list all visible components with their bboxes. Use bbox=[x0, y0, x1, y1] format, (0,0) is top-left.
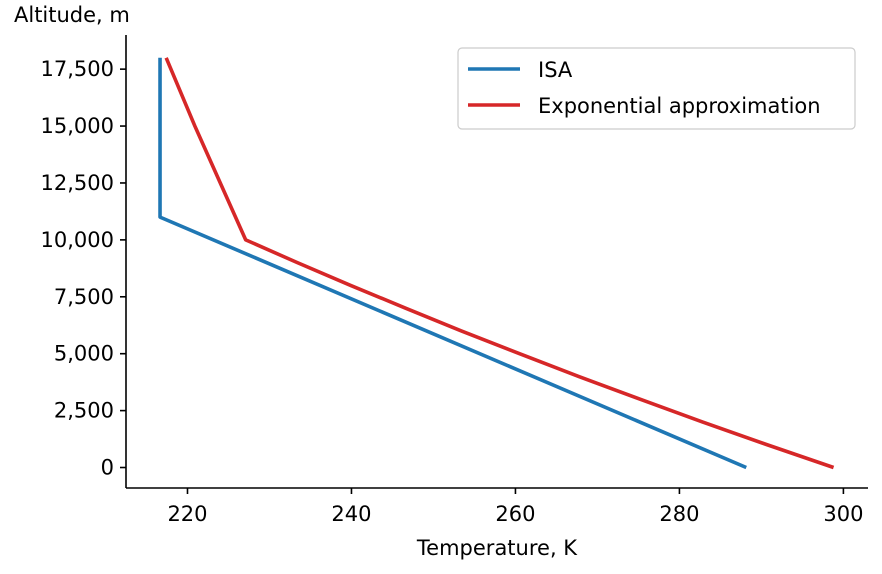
x-tick-label: 240 bbox=[331, 502, 371, 526]
y-tick-label: 0 bbox=[101, 456, 114, 480]
legend: ISA Exponential approximation bbox=[457, 47, 856, 130]
y-tick-label: 17,500 bbox=[41, 57, 114, 81]
legend-label-isa: ISA bbox=[538, 58, 573, 82]
y-tick-label: 15,000 bbox=[41, 114, 114, 138]
x-tick-label: 260 bbox=[495, 502, 535, 526]
y-axis-label: Altitude, m bbox=[14, 3, 130, 27]
x-ticks: 220 240 260 280 300 bbox=[167, 488, 863, 526]
y-tick-label: 5,000 bbox=[54, 342, 114, 366]
y-ticks: 0 2,500 5,000 7,500 10,000 12,500 15,000 17,500 bbox=[41, 57, 126, 480]
y-tick-label: 2,500 bbox=[54, 399, 114, 423]
axes bbox=[125, 35, 868, 489]
y-tick-label: 12,500 bbox=[41, 171, 114, 195]
x-tick-label: 300 bbox=[823, 502, 863, 526]
legend-label-exponential: Exponential approximation bbox=[538, 94, 821, 118]
series-line-isa bbox=[158, 57, 747, 470]
plot-lines bbox=[158, 57, 835, 470]
y-tick-label: 10,000 bbox=[41, 228, 114, 252]
x-tick-label: 280 bbox=[659, 502, 699, 526]
legend-box bbox=[457, 47, 856, 130]
series-line-exponential bbox=[164, 57, 835, 470]
y-tick-label: 7,500 bbox=[54, 285, 114, 309]
x-tick-label: 220 bbox=[167, 502, 207, 526]
x-axis-label: Temperature, K bbox=[416, 536, 578, 560]
